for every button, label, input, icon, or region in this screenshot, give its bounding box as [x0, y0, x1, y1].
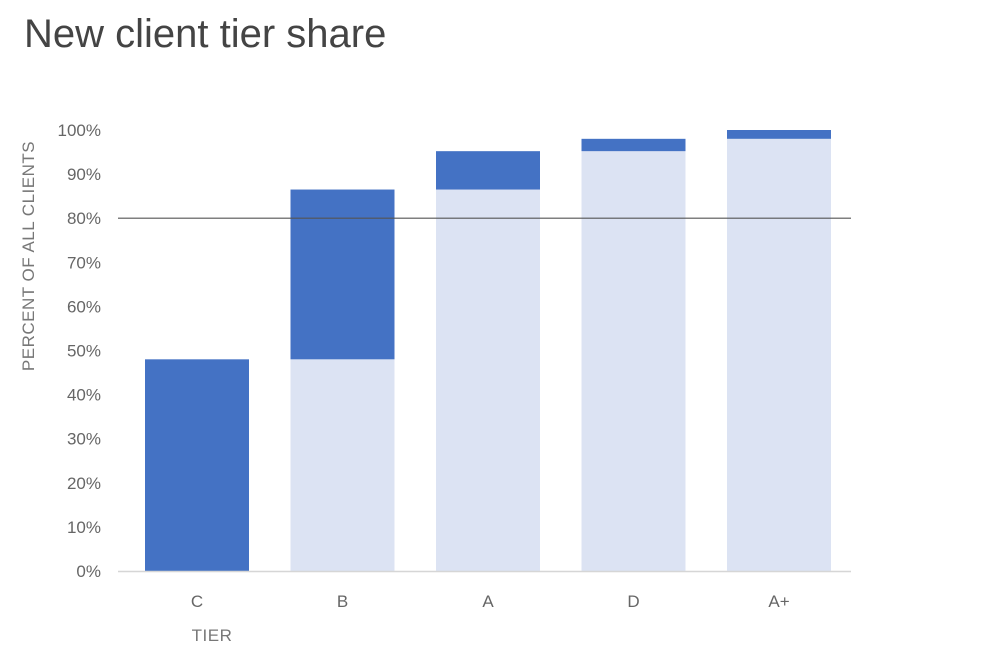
y-tick-label: 0% — [76, 562, 101, 581]
y-tick-label: 10% — [67, 518, 101, 537]
y-axis-ticks: 0% 10% 20% 30% 40% 50% 60% 70% 80% 90% 100% — [58, 121, 101, 581]
y-axis-title: PERCENT OF ALL CLIENTS — [19, 141, 38, 371]
share-bar-A — [436, 151, 540, 190]
base-bar-A — [436, 189, 540, 571]
bars — [145, 130, 831, 571]
y-tick-label: 30% — [67, 430, 101, 449]
x-tick-label: D — [627, 592, 639, 611]
x-tick-label: B — [337, 592, 348, 611]
share-bar-C — [145, 359, 249, 571]
x-tick-label: A — [482, 592, 494, 611]
share-bar-D — [581, 138, 686, 152]
y-tick-label: 20% — [67, 474, 101, 493]
y-tick-label: 100% — [58, 121, 101, 140]
y-tick-label: 50% — [67, 342, 101, 361]
chart-title: New client tier share — [24, 12, 387, 56]
y-tick-label: 80% — [67, 209, 101, 228]
y-tick-label: 70% — [67, 253, 101, 272]
base-bar-A+ — [727, 138, 831, 571]
share-bar-A+ — [727, 130, 831, 139]
y-tick-label: 60% — [67, 297, 101, 316]
base-bar-B — [290, 359, 395, 571]
y-tick-label: 40% — [67, 386, 101, 405]
y-tick-label: 90% — [67, 165, 101, 184]
x-tick-label: C — [191, 592, 203, 611]
share-bar-B — [290, 189, 395, 360]
base-bar-D — [581, 151, 686, 571]
x-axis-ticks: C B A D A+ — [191, 592, 790, 611]
x-tick-label: A+ — [768, 592, 789, 611]
x-axis-title: TIER — [192, 626, 233, 645]
